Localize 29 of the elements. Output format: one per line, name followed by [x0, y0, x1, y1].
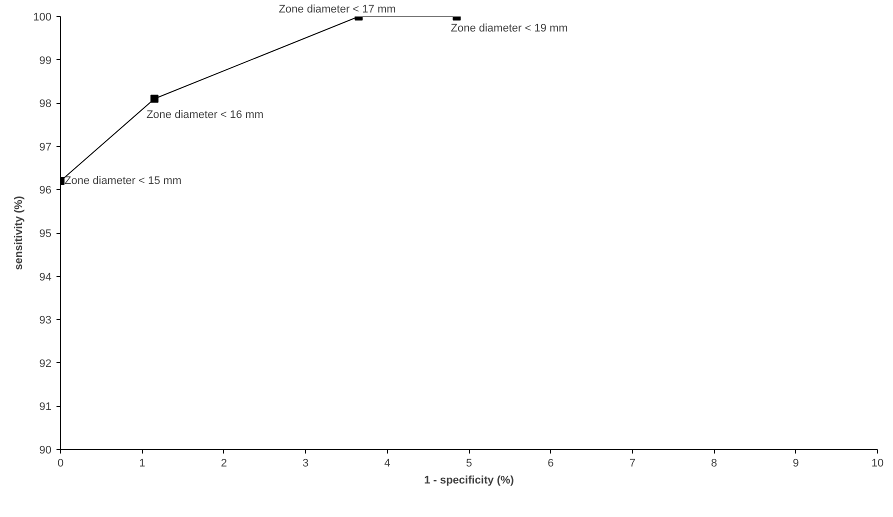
- x-axis-title: 1 - specificity (%): [424, 474, 514, 486]
- annotation: Zone diameter < 17 mm: [278, 4, 396, 16]
- x-tick-label: 6: [548, 458, 554, 470]
- y-tick-label: 92: [39, 358, 52, 370]
- y-tick-label: 90: [39, 444, 52, 456]
- x-tick-label: 4: [384, 458, 390, 470]
- x-tick-label: 8: [711, 458, 718, 470]
- y-tick-label: 100: [33, 12, 52, 24]
- y-tick-label: 91: [39, 401, 52, 414]
- x-tick-label: 9: [792, 458, 799, 470]
- y-axis-title: sensitivity (%): [13, 196, 26, 270]
- x-tick-label: 0: [57, 458, 64, 470]
- y-tick-label: 93: [39, 314, 52, 327]
- x-tick-label: 3: [302, 458, 309, 470]
- y-tick-label: 97: [39, 141, 52, 154]
- y-tick-label: 96: [39, 184, 52, 197]
- x-tick-label: 5: [466, 458, 472, 470]
- annotation: Zone diameter < 15 mm: [64, 175, 182, 188]
- x-tick-label: 2: [220, 458, 227, 470]
- y-tick-label: 98: [39, 98, 52, 110]
- annotation: Zone diameter < 19 mm: [450, 22, 568, 34]
- point: [150, 94, 158, 103]
- x-tick-label: 1: [139, 458, 146, 470]
- y-tick-label: 95: [39, 228, 52, 240]
- annotation: Zone diameter < 16 mm: [146, 108, 264, 121]
- x-tick-label: 10: [871, 458, 884, 470]
- y-tick-label: 99: [39, 54, 52, 67]
- x-tick-label: 7: [629, 458, 636, 470]
- y-tick-label: 94: [39, 271, 52, 284]
